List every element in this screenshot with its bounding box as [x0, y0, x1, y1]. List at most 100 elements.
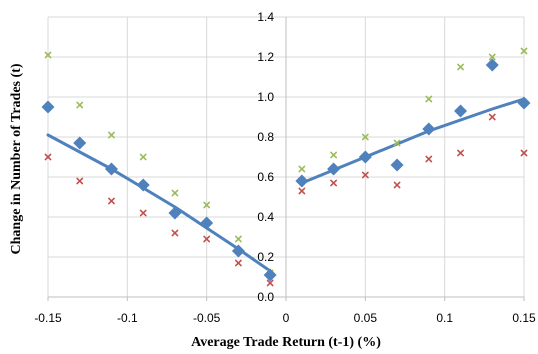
- diamond-point: [422, 122, 436, 136]
- green-cross-point: [457, 63, 464, 71]
- x-tick-label: 0: [283, 311, 290, 325]
- y-tick-label: 0.4: [257, 210, 274, 224]
- cross-stroke: [298, 187, 306, 195]
- red-cross-point: [330, 179, 338, 187]
- x-tick-label: -0.1: [117, 311, 138, 325]
- green-cross-point: [520, 47, 528, 55]
- diamond-point: [73, 136, 87, 150]
- y-tick-label: 0.8: [257, 130, 274, 144]
- cross-stroke: [203, 235, 211, 243]
- red-cross-point: [393, 181, 401, 189]
- red-cross-point: [108, 197, 115, 205]
- cross-stroke: [520, 149, 528, 157]
- green-cross-point: [488, 53, 496, 61]
- red-cross-point: [266, 279, 274, 287]
- diamond-point: [485, 58, 499, 72]
- red-cross-point: [44, 153, 52, 161]
- x-tick-label: -0.15: [34, 311, 62, 325]
- cross-stroke: [520, 47, 528, 55]
- diamond-point: [136, 178, 150, 192]
- cross-stroke: [425, 155, 433, 163]
- green-cross-point: [108, 131, 115, 139]
- red-cross-point: [203, 235, 211, 243]
- cross-stroke: [266, 279, 274, 287]
- cross-stroke: [425, 95, 433, 103]
- red-cross-point: [425, 155, 433, 163]
- cross-stroke: [330, 151, 338, 159]
- green-cross-point: [298, 165, 306, 173]
- diamond-point: [41, 100, 55, 114]
- y-tick-label: 0.0: [257, 290, 274, 304]
- green-cross-point: [393, 139, 401, 147]
- diamond-point: [327, 162, 341, 176]
- diamond-point: [231, 244, 245, 258]
- green-cross-point: [425, 95, 433, 103]
- green-cross-point: [361, 133, 369, 141]
- red-cross-point: [520, 149, 528, 157]
- cross-stroke: [457, 149, 464, 157]
- red-cross-point: [361, 171, 369, 179]
- cross-stroke: [203, 201, 211, 209]
- cross-stroke: [171, 229, 179, 237]
- cross-stroke: [235, 259, 242, 267]
- y-tick-label: 0.2: [257, 250, 274, 264]
- x-tick-label: -0.05: [193, 311, 221, 325]
- cross-stroke: [235, 235, 242, 243]
- diamond-point: [200, 216, 214, 230]
- x-tick-label: 0.05: [354, 311, 378, 325]
- cross-stroke: [139, 153, 147, 161]
- diamond-point: [358, 150, 372, 164]
- cross-stroke: [44, 51, 52, 59]
- y-tick-label: 0.6: [257, 170, 274, 184]
- green-cross-point: [139, 153, 147, 161]
- cross-stroke: [76, 177, 84, 185]
- cross-stroke: [76, 101, 84, 109]
- cross-stroke: [108, 131, 115, 139]
- red-cross-point: [139, 209, 147, 217]
- cross-stroke: [488, 53, 496, 61]
- cross-stroke: [488, 113, 496, 121]
- green-cross-point: [203, 201, 211, 209]
- diamond-point: [104, 162, 118, 176]
- diamond-point: [454, 104, 468, 118]
- cross-stroke: [361, 171, 369, 179]
- y-tick-labels: 0.0 0.2 0.4 0.6 0.8 1.0 1.2 1.4: [257, 10, 274, 304]
- cross-stroke: [139, 209, 147, 217]
- x-axis-title: Average Trade Return (t-1) (%): [191, 335, 381, 350]
- x-tick-label: 0.1: [436, 311, 453, 325]
- red-cross-point: [235, 259, 242, 267]
- red-cross-point: [171, 229, 179, 237]
- data-markers: [41, 47, 531, 287]
- y-tick-label: 1.0: [257, 90, 274, 104]
- diamond-point: [295, 174, 309, 188]
- cross-stroke: [393, 139, 401, 147]
- x-tick-labels: -0.15 -0.1 -0.05 0 0.05 0.1 0.15: [34, 311, 536, 325]
- diamond-point: [263, 268, 277, 282]
- green-cross-point: [44, 51, 52, 59]
- cross-stroke: [361, 133, 369, 141]
- y-axis-title: Change in Number of Trades (t): [9, 63, 24, 254]
- cross-stroke: [393, 181, 401, 189]
- green-cross-point: [330, 151, 338, 159]
- red-cross-point: [488, 113, 496, 121]
- diamond-point: [517, 96, 531, 110]
- red-cross-point: [457, 149, 464, 157]
- green-cross-point: [235, 235, 242, 243]
- cross-stroke: [108, 197, 115, 205]
- cross-stroke: [330, 179, 338, 187]
- red-cross-point: [298, 187, 306, 195]
- x-tick-label: 0.15: [512, 311, 536, 325]
- axes: [47, 17, 525, 301]
- cross-stroke: [457, 63, 464, 71]
- diamond-point: [168, 206, 182, 220]
- green-cross-point: [171, 189, 179, 197]
- cross-stroke: [298, 165, 306, 173]
- y-tick-label: 1.2: [257, 50, 274, 64]
- cross-stroke: [171, 189, 179, 197]
- red-cross-point: [76, 177, 84, 185]
- diamond-point: [390, 158, 404, 172]
- cross-stroke: [44, 153, 52, 161]
- green-cross-point: [76, 101, 84, 109]
